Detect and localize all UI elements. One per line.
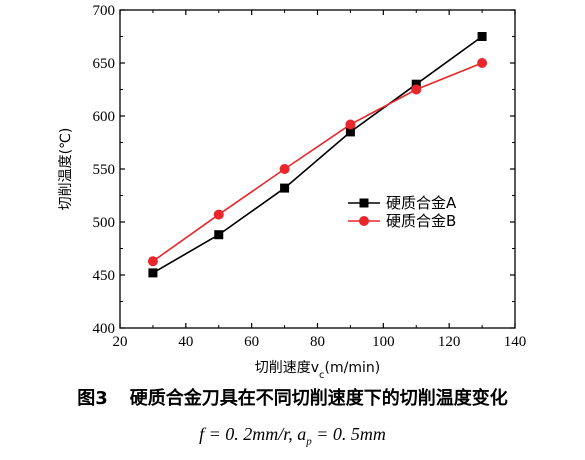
y-tick-label: 550 [93,162,116,178]
legend-label: 硬质合金A [386,194,457,212]
legend-marker [359,198,369,208]
data-point [148,268,158,278]
legend-entry: 硬质合金A [348,194,457,212]
y-axis-title: 切削温度(℃) [58,128,74,211]
plot-frame [119,9,516,329]
data-point [345,127,355,137]
legend-marker [359,216,369,226]
data-point [214,230,224,240]
series-b [147,58,488,267]
data-point [477,58,488,68]
data-point [477,32,487,41]
y-tick-label: 400 [93,321,116,337]
series-layer [147,32,488,278]
data-point [411,79,421,89]
x-tick-label: 80 [310,334,325,350]
x-tick-label: 40 [178,334,193,350]
x-tick-label: 60 [244,334,259,350]
data-point [147,256,158,267]
figure-number: 图3 [77,388,108,409]
y-tick-label: 650 [93,56,116,72]
condition-text-2: = 0. 5mm [311,424,386,444]
plot-border [119,9,516,329]
y-tick-label: 500 [93,215,116,231]
series-line [152,35,483,274]
cutting-condition: f = 0. 2mm/r, ap = 0. 5mm [0,424,585,448]
x-tick-label: 100 [372,334,395,350]
x-tick-label: 120 [438,334,461,350]
data-point [279,164,290,174]
x-axis-ticks: 20 40 60 80 100 120 140 [113,10,527,350]
figure-caption-text: 硬质合金刀具在不同切削速度下的切削温度变化 [129,388,508,409]
chart: 20 40 60 80 100 120 140 400450500550600650700 … [58,3,527,380]
series-a [148,32,487,278]
x-tick-label: 20 [113,334,128,350]
series-line [152,62,483,262]
legend-entry: 硬质合金B [348,212,456,230]
data-point [345,119,356,130]
legend-label: 硬质合金B [386,212,456,230]
data-point [411,84,422,95]
condition-subscript: p [306,435,312,448]
y-tick-label: 450 [93,268,116,284]
data-point [213,209,224,220]
x-axis-title: 切削速度vc(m/min) [255,360,380,380]
figure-caption: 图3 硬质合金刀具在不同切削速度下的切削温度变化 [0,384,585,410]
y-tick-label: 600 [93,109,116,125]
y-axis-ticks: 400 450 500 550 600 650 700 [93,3,515,337]
y-tick-label: 700 [93,3,116,19]
x-tick-label: 140 [504,334,527,350]
condition-text: f = 0. 2mm/r, a [199,424,307,444]
data-point [280,183,290,193]
